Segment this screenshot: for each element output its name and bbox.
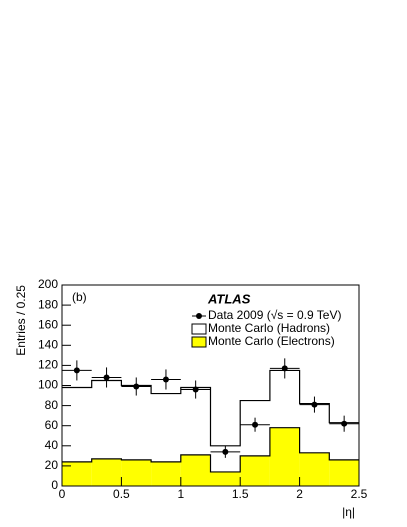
legend-swatch [191,336,207,348]
x-tick-label: 2 [296,487,303,501]
electron-bin [151,461,181,486]
electron-bin [180,454,211,486]
y-tick-label: 40 [45,438,59,452]
x-tick-label: 1 [177,487,184,501]
electron-bin [240,455,270,486]
data-point [162,376,169,383]
y-tick-label: 120 [38,358,58,372]
legend-label: Monte Carlo (Hadrons) [208,321,330,335]
step-outline [62,369,359,447]
y-tick-label: 60 [45,418,59,432]
y-tick-label: 20 [45,458,59,472]
x-tick-label: 1.5 [232,487,249,501]
annotation: (b) [72,290,87,304]
y-tick-label: 100 [38,378,58,392]
electron-bin [299,452,330,486]
electron-bin [91,458,122,486]
data-point [281,365,288,372]
step-outline [62,427,359,473]
legend-label: Monte Carlo (Electrons) [208,334,335,348]
data-point [73,367,80,374]
y-tick-label: 160 [38,317,58,331]
data-point [252,421,259,428]
electron-bin [329,459,359,486]
legend-label: Data 2009 (√s = 0.9 TeV) [208,308,341,322]
electron-bin [269,427,300,486]
y-tick-label: 140 [38,337,58,351]
data-point [222,448,229,455]
x-tick-label: 2.5 [351,487,368,501]
y-tick-label: 80 [45,398,59,412]
data-point [311,401,318,408]
x-tick-label: 0 [59,487,66,501]
experiment-label: ATLAS [207,291,251,306]
data-point [133,383,140,390]
y-tick-label: 200 [38,277,58,291]
y-tick-label: 0 [51,478,58,492]
data-point [192,386,199,393]
y-tick-label: 180 [38,297,58,311]
data-point [341,420,348,427]
x-tick-label: 0.5 [113,487,130,501]
electron-bin [121,459,152,486]
data-point [103,374,110,381]
y-axis-label: Entries / 0.25 [14,285,28,356]
x-axis-label: |η| [342,505,355,519]
legend-swatch [191,323,207,335]
electron-bin [210,471,241,486]
